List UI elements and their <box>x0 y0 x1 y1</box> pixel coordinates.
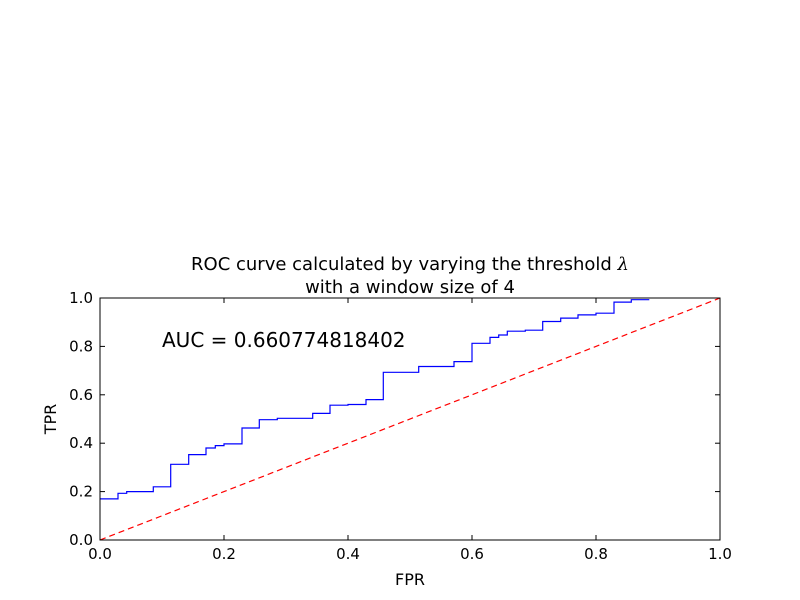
auc-annotation: AUC = 0.660774818402 <box>162 328 406 352</box>
y-tick-label: 0.2 <box>69 483 93 501</box>
x-tick-label: 1.0 <box>708 545 732 563</box>
chart-title-line-1: ROC curve calculated by varying the thre… <box>191 254 629 275</box>
x-tick-label: 0.2 <box>212 545 236 563</box>
x-axis-label: FPR <box>395 570 425 589</box>
y-axis-label: TPR <box>41 404 60 436</box>
y-tick-label: 1.0 <box>69 289 93 307</box>
x-tick-label: 0.8 <box>584 545 608 563</box>
chart-title-line-2: with a window size of 4 <box>305 277 515 298</box>
roc-curve-line <box>100 299 650 500</box>
x-tick-label: 0.4 <box>336 545 360 563</box>
lambda-symbol: λ <box>617 254 629 275</box>
x-axis-ticks: 0.0 0.2 0.4 0.6 0.8 1.0 <box>88 298 732 563</box>
x-tick-label: 0.0 <box>88 545 112 563</box>
y-axis-ticks: 0.0 0.2 0.4 0.6 0.8 1.0 <box>69 289 720 549</box>
y-tick-label: 0.6 <box>69 386 93 404</box>
y-tick-label: 0.4 <box>69 434 93 452</box>
series-layer <box>99 297 721 541</box>
x-tick-label: 0.6 <box>460 545 484 563</box>
chance-diagonal-line <box>99 297 721 541</box>
y-tick-label: 0.8 <box>69 337 93 355</box>
plot-frame <box>99 297 721 541</box>
y-tick-label: 0.0 <box>69 531 93 549</box>
